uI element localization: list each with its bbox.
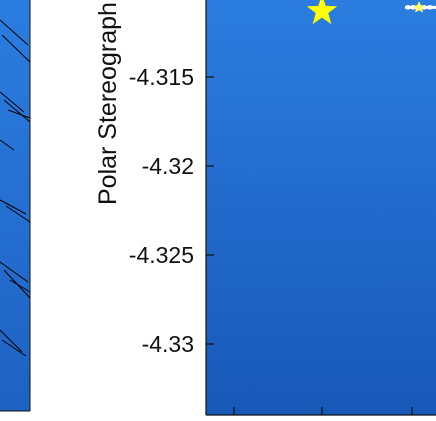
vector-stroke (9, 279, 31, 293)
vector-stroke (5, 205, 31, 223)
track-point (427, 4, 433, 10)
vector-stroke (1, 34, 31, 63)
vector-stroke (1, 339, 27, 357)
vector-stroke (0, 261, 29, 283)
y-tick-label: -4.33 (142, 331, 194, 357)
right-plot-area (206, 0, 436, 415)
y-axis-ticks (206, 76, 214, 345)
left-panel (0, 0, 31, 412)
right-panel: -4.315 -4.32 -4.325 -4.33 Polar Stereograph (94, 0, 436, 416)
left-plot-area (0, 0, 30, 411)
x-axis-ticks (233, 407, 413, 415)
y-axis-title: Polar Stereograph (94, 2, 122, 205)
left-vector-field (0, 19, 31, 357)
vector-stroke (0, 19, 29, 46)
vector-stroke (0, 91, 25, 113)
vector-stroke (0, 139, 15, 151)
y-tick-label: -4.315 (129, 64, 194, 90)
y-tick-label: -4.325 (129, 242, 194, 268)
star-marker (306, 0, 338, 25)
vector-stroke (7, 109, 31, 119)
y-axis-tick-labels: -4.315 -4.32 -4.325 -4.33 (129, 64, 194, 357)
plot-marks (306, 0, 436, 25)
track-star-marker (413, 1, 425, 13)
vector-stroke (3, 99, 31, 123)
track-point (405, 4, 411, 10)
y-tick-label: -4.32 (142, 153, 194, 179)
vector-stroke (0, 329, 23, 353)
vector-stroke (0, 199, 27, 215)
